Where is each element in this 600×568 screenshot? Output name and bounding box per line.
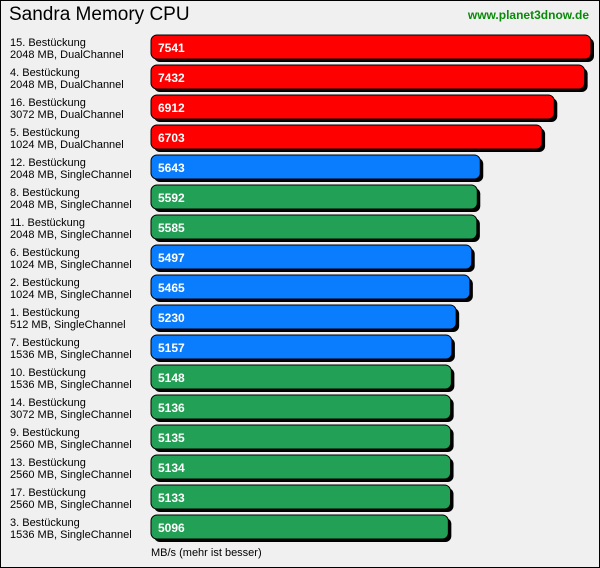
- bar-value-label: 5497: [158, 251, 185, 265]
- bar-label-config: 4. Bestückung: [10, 67, 80, 79]
- source-credit: www.planet3dnow.de: [467, 8, 589, 22]
- chart-title: Sandra Memory CPU: [9, 4, 190, 25]
- bar-value-label: 5230: [158, 311, 185, 325]
- bar-value-label: 5135: [158, 431, 185, 445]
- bar-label-memory: 2560 MB, SingleChannel: [10, 469, 132, 481]
- bar-label-memory: 3072 MB, DualChannel: [10, 109, 124, 121]
- bar-label-memory: 1024 MB, SingleChannel: [10, 289, 132, 301]
- bar: [150, 424, 452, 450]
- bar-label-memory: 2048 MB, SingleChannel: [10, 199, 132, 211]
- bar: [150, 454, 452, 480]
- bar-label-memory: 1024 MB, DualChannel: [10, 139, 124, 151]
- bar-label-memory: 1536 MB, SingleChannel: [10, 349, 132, 361]
- bar: [150, 304, 457, 330]
- bar-label-memory: 2560 MB, SingleChannel: [10, 439, 132, 451]
- bar-label-config: 10. Bestückung: [10, 367, 86, 379]
- bar-label-memory: 2048 MB, DualChannel: [10, 79, 124, 91]
- bar-label-config: 2. Bestückung: [10, 277, 80, 289]
- bar-label-config: 8. Bestückung: [10, 187, 80, 199]
- bar-value-label: 5136: [158, 401, 185, 415]
- bar-label-config: 1. Bestückung: [10, 307, 80, 319]
- bar: [150, 244, 473, 270]
- bar-label-config: 14. Bestückung: [10, 397, 86, 409]
- bar-value-label: 5592: [158, 191, 185, 205]
- bar: [150, 124, 543, 150]
- bar-value-label: 5643: [158, 161, 185, 175]
- bar-value-label: 5148: [158, 371, 185, 385]
- bar-label-config: 11. Bestückung: [10, 217, 85, 229]
- bar-label-memory: 512 MB, SingleChannel: [10, 319, 126, 331]
- bar-label-config: 12. Bestückung: [10, 157, 86, 169]
- bar-label-config: 16. Bestückung: [10, 97, 86, 109]
- bar-value-label: 7541: [158, 41, 185, 55]
- bar-label-memory: 2048 MB, SingleChannel: [10, 229, 132, 241]
- bar: [150, 274, 471, 300]
- bar-label-config: 7. Bestückung: [10, 337, 80, 349]
- bar-value-label: 5134: [158, 461, 185, 475]
- bar: [150, 214, 478, 240]
- bar: [150, 64, 586, 90]
- bar: [150, 34, 592, 60]
- bar-value-label: 5157: [158, 341, 185, 355]
- bar: [150, 484, 451, 510]
- bar-label-config: 5. Bestückung: [10, 127, 80, 139]
- bar: [150, 94, 555, 120]
- bar-label-memory: 2560 MB, SingleChannel: [10, 499, 132, 511]
- bar-label-config: 13. Bestückung: [10, 457, 86, 469]
- bar-label-memory: 1024 MB, SingleChannel: [10, 259, 132, 271]
- bar: [150, 184, 478, 210]
- bar-value-label: 6912: [158, 101, 185, 115]
- bar-value-label: 5585: [158, 221, 185, 235]
- bar: [150, 394, 452, 420]
- bar-label-config: 17. Bestückung: [10, 487, 86, 499]
- bar-value-label: 6703: [158, 131, 185, 145]
- bar-label-config: 9. Bestückung: [10, 427, 80, 439]
- bar-label-memory: 1536 MB, SingleChannel: [10, 529, 132, 541]
- bar: [150, 154, 481, 180]
- bar-label-memory: 2048 MB, DualChannel: [10, 49, 124, 61]
- bar-label-config: 6. Bestückung: [10, 247, 80, 259]
- bar: [150, 334, 453, 360]
- bar-label-config: 15. Bestückung: [10, 37, 86, 49]
- bar-value-label: 5133: [158, 491, 185, 505]
- bar-label-memory: 2048 MB, SingleChannel: [10, 169, 132, 181]
- bar-value-label: 7432: [158, 71, 185, 85]
- bar-value-label: 5096: [158, 521, 185, 535]
- bar: [150, 364, 452, 390]
- bar-label-config: 3. Bestückung: [10, 517, 80, 529]
- x-axis-label: MB/s (mehr ist besser): [151, 547, 262, 559]
- bar-label-memory: 3072 MB, SingleChannel: [10, 409, 132, 421]
- bar-label-memory: 1536 MB, SingleChannel: [10, 379, 132, 391]
- bar-value-label: 5465: [158, 281, 185, 295]
- bar: [150, 514, 449, 540]
